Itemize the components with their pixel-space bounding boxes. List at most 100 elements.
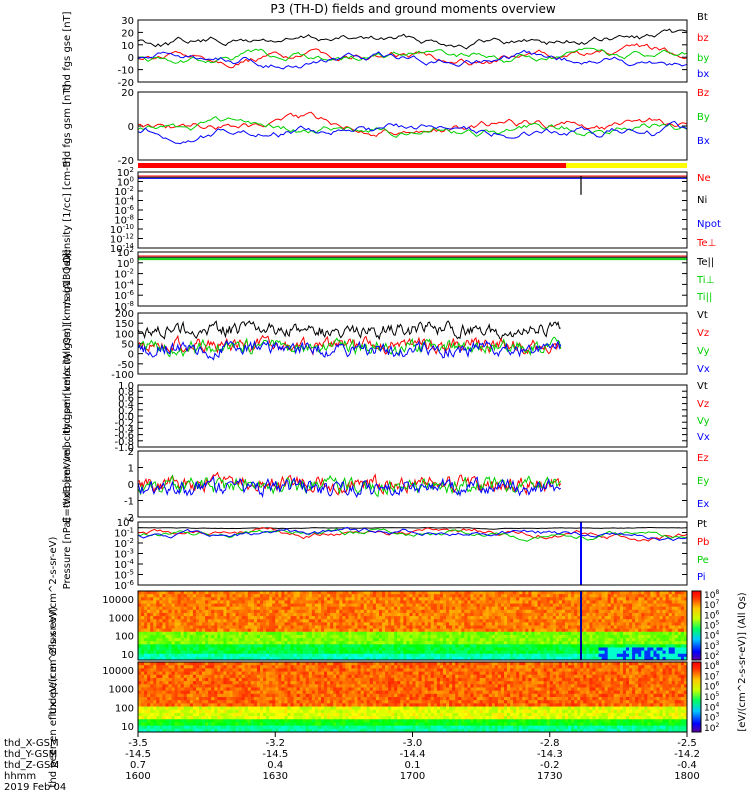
heatmap-cell bbox=[238, 641, 243, 645]
heatmap-cell bbox=[369, 628, 374, 633]
heatmap-cell bbox=[504, 628, 508, 633]
heatmap-cell bbox=[607, 641, 612, 645]
heatmap-cell bbox=[504, 594, 508, 598]
heatmap-cell bbox=[235, 677, 240, 682]
heatmap-cell bbox=[461, 606, 465, 611]
heatmap-cell bbox=[186, 687, 191, 692]
heatmap-cell bbox=[461, 641, 465, 645]
heatmap-cell bbox=[211, 693, 215, 698]
heatmap-cell bbox=[391, 612, 395, 617]
heatmap-cell bbox=[391, 644, 395, 648]
heatmap-cell bbox=[473, 609, 477, 614]
heatmap-cell bbox=[409, 656, 413, 661]
heatmap-cell bbox=[561, 641, 566, 645]
heatmap-cell bbox=[314, 647, 319, 651]
heatmap-cell bbox=[217, 703, 221, 707]
heatmap-cell bbox=[601, 603, 606, 608]
heatmap-cell bbox=[232, 706, 236, 711]
heatmap-cell bbox=[208, 668, 212, 672]
series-line-bx bbox=[137, 120, 688, 145]
heatmap-cell bbox=[150, 684, 154, 688]
heatmap-cell bbox=[147, 728, 151, 733]
heatmap-cell bbox=[482, 622, 487, 626]
heatmap-cell bbox=[473, 603, 477, 608]
heatmap-cell bbox=[577, 625, 581, 630]
heatmap-cell bbox=[565, 631, 569, 636]
heatmap-cell bbox=[253, 597, 258, 601]
heatmap-cell bbox=[427, 628, 432, 633]
heatmap-cell bbox=[653, 612, 657, 617]
heatmap-cell bbox=[418, 647, 423, 651]
heatmap-cell bbox=[159, 647, 163, 651]
heatmap-cell bbox=[317, 631, 322, 636]
heatmap-cell bbox=[165, 668, 169, 672]
heatmap-cell bbox=[250, 619, 255, 623]
heatmap-cell bbox=[446, 625, 450, 630]
heatmap-cell bbox=[400, 597, 404, 601]
heatmap-cell bbox=[604, 597, 609, 601]
panel-tick-label: 100 bbox=[115, 703, 134, 714]
heatmap-cell bbox=[558, 653, 563, 658]
heatmap-cell bbox=[430, 644, 435, 648]
heatmap-cell bbox=[449, 616, 453, 620]
heatmap-cell bbox=[345, 603, 349, 608]
heatmap-cell bbox=[641, 609, 645, 614]
heatmap-cell bbox=[165, 650, 169, 655]
heatmap-cell bbox=[683, 641, 688, 645]
heatmap-cell bbox=[189, 603, 194, 608]
heatmap-cell bbox=[601, 619, 606, 623]
heatmap-cell bbox=[479, 653, 484, 658]
heatmap-cell bbox=[165, 591, 169, 595]
heatmap-cell bbox=[644, 638, 648, 642]
heatmap-cell bbox=[555, 653, 560, 658]
legend-entry: Te⊥ bbox=[696, 238, 716, 249]
heatmap-cell bbox=[223, 631, 227, 636]
heatmap-cell bbox=[626, 616, 630, 620]
heatmap-cell bbox=[446, 628, 450, 633]
legend-entry: Pe bbox=[697, 555, 709, 566]
panel-tick-label: 100 bbox=[117, 516, 134, 529]
heatmap-cell bbox=[571, 650, 575, 655]
heatmap-cell bbox=[427, 594, 432, 598]
heatmap-cell bbox=[165, 728, 169, 733]
heatmap-cell bbox=[613, 603, 618, 608]
heatmap-cell bbox=[415, 606, 419, 611]
heatmap-cell bbox=[388, 653, 392, 658]
heatmap-cell bbox=[159, 725, 163, 730]
heatmap-cell bbox=[455, 609, 459, 614]
heatmap-cell bbox=[244, 622, 249, 626]
heatmap-cell bbox=[674, 638, 679, 642]
heatmap-cell bbox=[171, 616, 175, 620]
heatmap-cell bbox=[607, 616, 612, 620]
heatmap-cell bbox=[241, 687, 246, 692]
heatmap-cell bbox=[586, 634, 590, 639]
heatmap-cell bbox=[385, 600, 389, 604]
heatmap-cell bbox=[534, 606, 538, 611]
heatmap-cell bbox=[671, 612, 676, 617]
heatmap-cell bbox=[208, 653, 212, 658]
heatmap-cell bbox=[220, 728, 224, 733]
heatmap-cell bbox=[156, 600, 160, 604]
heatmap-cell bbox=[546, 600, 551, 604]
heatmap-cell bbox=[317, 625, 322, 630]
heatmap-cell bbox=[403, 609, 407, 614]
heatmap-cell bbox=[217, 690, 221, 695]
heatmap-cell bbox=[299, 597, 304, 601]
heatmap-cell bbox=[574, 650, 578, 655]
heatmap-cell bbox=[507, 634, 511, 639]
heatmap-cell bbox=[485, 603, 490, 608]
heatmap-cell bbox=[311, 591, 316, 595]
panel-tick-label: 10 bbox=[121, 41, 134, 52]
heatmap-cell bbox=[302, 594, 307, 598]
series-line-pe bbox=[137, 528, 688, 542]
heatmap-cell bbox=[153, 697, 157, 701]
heatmap-cell bbox=[382, 641, 386, 645]
heatmap-cell bbox=[458, 609, 462, 614]
heatmap-cell bbox=[211, 603, 215, 608]
heatmap-cell bbox=[189, 647, 194, 651]
heatmap-cell bbox=[226, 647, 230, 651]
heatmap-cell bbox=[308, 638, 313, 642]
heatmap-cell bbox=[613, 597, 618, 601]
heatmap-cell bbox=[214, 641, 218, 645]
heatmap-cell bbox=[177, 634, 182, 639]
